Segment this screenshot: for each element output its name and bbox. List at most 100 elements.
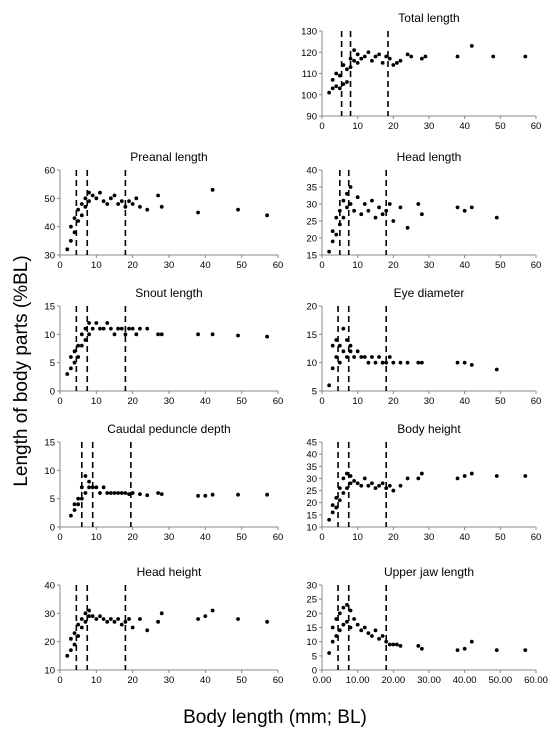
- data-point: [138, 617, 142, 621]
- data-point: [76, 496, 81, 501]
- data-point: [79, 625, 84, 630]
- chart-title: Upper jaw length: [384, 565, 474, 579]
- data-point: [419, 646, 424, 651]
- data-point: [416, 202, 421, 206]
- x-tick-label: 20: [127, 532, 138, 543]
- data-point: [116, 202, 121, 206]
- data-point: [341, 82, 346, 87]
- data-point: [366, 631, 371, 636]
- data-point: [76, 207, 81, 212]
- data-point: [83, 338, 88, 342]
- data-point: [330, 503, 335, 508]
- data-point: [337, 628, 342, 633]
- data-point: [203, 493, 208, 498]
- data-point: [345, 80, 349, 84]
- data-point: [469, 471, 474, 476]
- x-tick-label: 0.00: [313, 675, 332, 686]
- data-point: [345, 471, 349, 476]
- x-tick-label: 10: [91, 260, 102, 271]
- data-point: [327, 517, 332, 522]
- x-tick-label: 30: [424, 396, 435, 407]
- data-point: [79, 202, 84, 206]
- data-point: [355, 622, 360, 627]
- data-point: [377, 355, 381, 359]
- data-point: [330, 639, 335, 644]
- data-point: [373, 215, 378, 220]
- y-tick-label: 20: [306, 498, 317, 509]
- x-tick-label: 50: [236, 396, 247, 407]
- x-tick-label: 50: [495, 260, 506, 271]
- data-point: [210, 187, 215, 192]
- data-point: [345, 602, 349, 607]
- data-point: [455, 360, 460, 365]
- data-point: [196, 493, 200, 498]
- data-point: [94, 196, 99, 201]
- data-point: [76, 219, 81, 223]
- data-point: [337, 360, 342, 365]
- data-point: [337, 611, 342, 616]
- data-point: [65, 247, 70, 252]
- data-point: [387, 202, 392, 206]
- x-tick-label: 20: [127, 260, 138, 271]
- data-point: [337, 343, 342, 348]
- data-point: [87, 321, 91, 325]
- data-point: [112, 491, 117, 495]
- y-tick-label: 10: [44, 330, 55, 341]
- chart-panel: Snout length 0 5 10 15 0 10 20 30 40 50 60: [44, 286, 283, 407]
- data-point: [116, 617, 121, 621]
- data-point: [345, 191, 349, 196]
- x-tick-label: 60: [273, 396, 284, 407]
- data-point: [87, 190, 91, 195]
- data-point: [108, 196, 113, 201]
- data-point: [119, 199, 124, 204]
- data-point: [355, 52, 360, 57]
- x-tick-label: 60: [531, 260, 542, 271]
- data-point: [130, 326, 135, 331]
- data-point: [494, 367, 499, 372]
- data-point: [79, 213, 84, 218]
- data-point: [116, 326, 121, 331]
- y-tick-label: 50: [44, 194, 55, 205]
- data-point: [69, 513, 73, 518]
- data-point: [76, 343, 81, 348]
- data-point: [156, 193, 161, 198]
- data-point: [69, 636, 73, 641]
- x-tick-label: 20.00: [381, 675, 405, 686]
- data-point: [405, 360, 410, 365]
- y-tick-label: 10: [306, 358, 317, 369]
- data-point: [384, 486, 389, 491]
- data-point: [491, 54, 496, 59]
- data-point: [380, 60, 385, 65]
- data-point: [362, 54, 367, 59]
- y-tick-label: 0: [50, 523, 55, 534]
- data-point: [265, 619, 269, 624]
- data-point: [83, 474, 88, 478]
- data-point: [377, 636, 381, 641]
- data-point: [348, 202, 353, 206]
- data-point: [341, 63, 346, 67]
- data-point: [138, 326, 142, 331]
- data-point: [348, 185, 353, 189]
- y-tick-label: 5: [312, 387, 317, 398]
- data-point: [337, 208, 342, 213]
- data-point: [337, 73, 342, 78]
- data-point: [330, 86, 335, 91]
- data-point: [366, 208, 371, 213]
- data-point: [337, 86, 342, 91]
- data-point: [334, 71, 339, 76]
- data-point: [116, 491, 121, 495]
- data-point: [395, 642, 399, 647]
- y-tick-label: 45: [306, 438, 317, 449]
- data-point: [210, 492, 215, 497]
- data-point: [380, 481, 385, 486]
- data-point: [419, 212, 424, 217]
- data-point: [79, 496, 84, 501]
- data-point: [98, 614, 102, 619]
- data-point: [87, 485, 91, 490]
- data-point: [334, 232, 339, 237]
- data-point: [377, 205, 381, 210]
- data-point: [416, 360, 421, 365]
- x-tick-label: 60: [273, 532, 284, 543]
